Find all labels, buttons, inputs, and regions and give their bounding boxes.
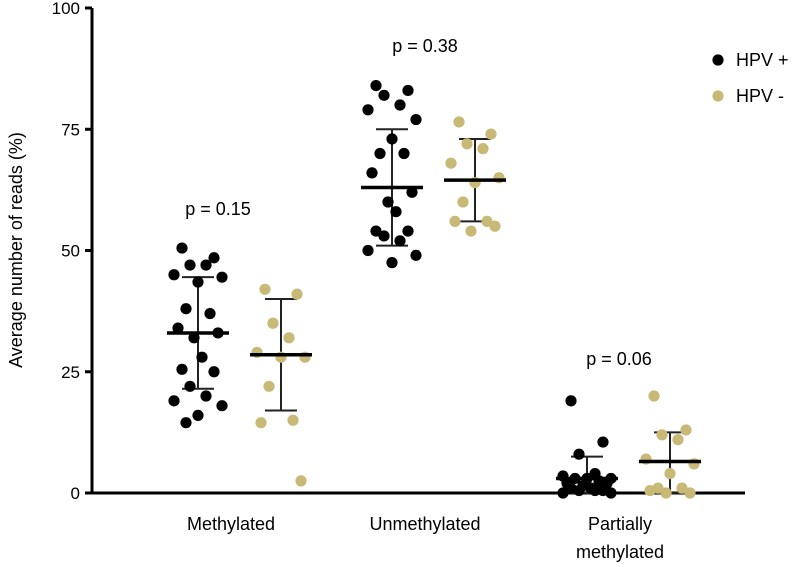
y-tick-label: 50 <box>61 242 80 261</box>
data-point <box>188 332 200 344</box>
data-point <box>394 235 406 247</box>
data-point <box>180 417 192 429</box>
y-tick-label: 0 <box>71 484 80 503</box>
legend-marker <box>712 54 724 66</box>
data-point <box>453 116 465 128</box>
data-point <box>374 147 386 160</box>
data-point <box>176 242 188 254</box>
data-point <box>644 484 656 497</box>
data-point <box>672 434 684 446</box>
data-point <box>390 206 402 218</box>
data-point <box>259 283 271 295</box>
category-label: Partially <box>588 514 652 534</box>
data-point <box>263 380 275 392</box>
data-point <box>291 288 303 300</box>
y-axis-label: Average number of reads (%) <box>6 132 26 368</box>
category-label: Unmethylated <box>369 514 480 534</box>
data-point <box>255 417 267 429</box>
data-point <box>216 400 228 412</box>
data-point <box>362 104 374 116</box>
data-point <box>283 332 295 344</box>
data-point <box>449 215 461 227</box>
data-point <box>386 257 398 269</box>
data-point <box>208 366 220 378</box>
data-point <box>168 269 180 281</box>
p-value-label: p = 0.06 <box>586 349 652 369</box>
data-point <box>557 487 569 499</box>
data-point <box>204 307 216 320</box>
legend: HPV + HPV - <box>712 50 789 106</box>
data-point <box>196 351 208 363</box>
data-point <box>184 380 196 392</box>
y-tick-label: 25 <box>61 363 80 382</box>
data-point <box>398 147 410 160</box>
data-point <box>216 271 228 283</box>
p-value-label: p = 0.38 <box>392 36 458 56</box>
data-point <box>184 259 196 271</box>
labels: Methylated Unmethylated Partially methylate… <box>185 36 664 562</box>
data-point <box>573 484 585 497</box>
data-point <box>648 390 660 402</box>
data-point <box>565 395 577 407</box>
data-point <box>402 84 414 97</box>
data-point <box>489 220 501 232</box>
legend-label: HPV - <box>736 86 784 106</box>
data-point <box>386 133 398 145</box>
legend-label: HPV + <box>736 50 789 70</box>
category-label: Methylated <box>187 514 275 534</box>
y-tick-label: 75 <box>61 120 80 139</box>
data-point <box>180 303 192 315</box>
data-point <box>172 322 184 334</box>
data-point <box>394 99 406 111</box>
data-point <box>597 436 609 448</box>
data-point <box>192 409 204 421</box>
data-point <box>656 429 668 441</box>
data-point <box>477 143 489 155</box>
data-point <box>461 138 473 150</box>
data-point <box>410 249 422 261</box>
data-point <box>680 424 692 436</box>
data-point <box>684 487 696 499</box>
data-point <box>605 487 617 499</box>
data-point <box>485 128 497 140</box>
data-point <box>660 487 672 499</box>
data-point <box>295 475 307 487</box>
data-point <box>378 89 390 101</box>
data-point <box>192 276 204 288</box>
data-point <box>200 259 212 271</box>
data-point <box>406 186 418 198</box>
data-point <box>402 225 414 237</box>
data-point <box>267 317 279 329</box>
plot-area <box>167 80 701 499</box>
data-point <box>410 113 422 126</box>
data-point <box>465 225 477 237</box>
data-point <box>445 157 457 169</box>
data-point <box>573 448 585 460</box>
data-point <box>176 363 188 375</box>
data-point <box>589 484 601 497</box>
data-point <box>457 196 469 208</box>
data-point <box>208 252 220 264</box>
data-point <box>362 244 374 257</box>
axes: 0 25 50 75 100 Average number of reads (%) <box>6 0 745 503</box>
data-point <box>168 395 180 407</box>
data-point <box>378 230 390 242</box>
legend-marker <box>712 90 724 102</box>
data-point <box>370 80 382 92</box>
data-point <box>366 167 378 179</box>
p-value-label: p = 0.15 <box>185 199 251 219</box>
data-point <box>287 414 299 426</box>
data-point <box>664 468 676 480</box>
category-label: methylated <box>576 542 664 562</box>
data-point <box>200 390 212 402</box>
y-tick-label: 100 <box>52 0 80 18</box>
data-point <box>382 196 394 208</box>
